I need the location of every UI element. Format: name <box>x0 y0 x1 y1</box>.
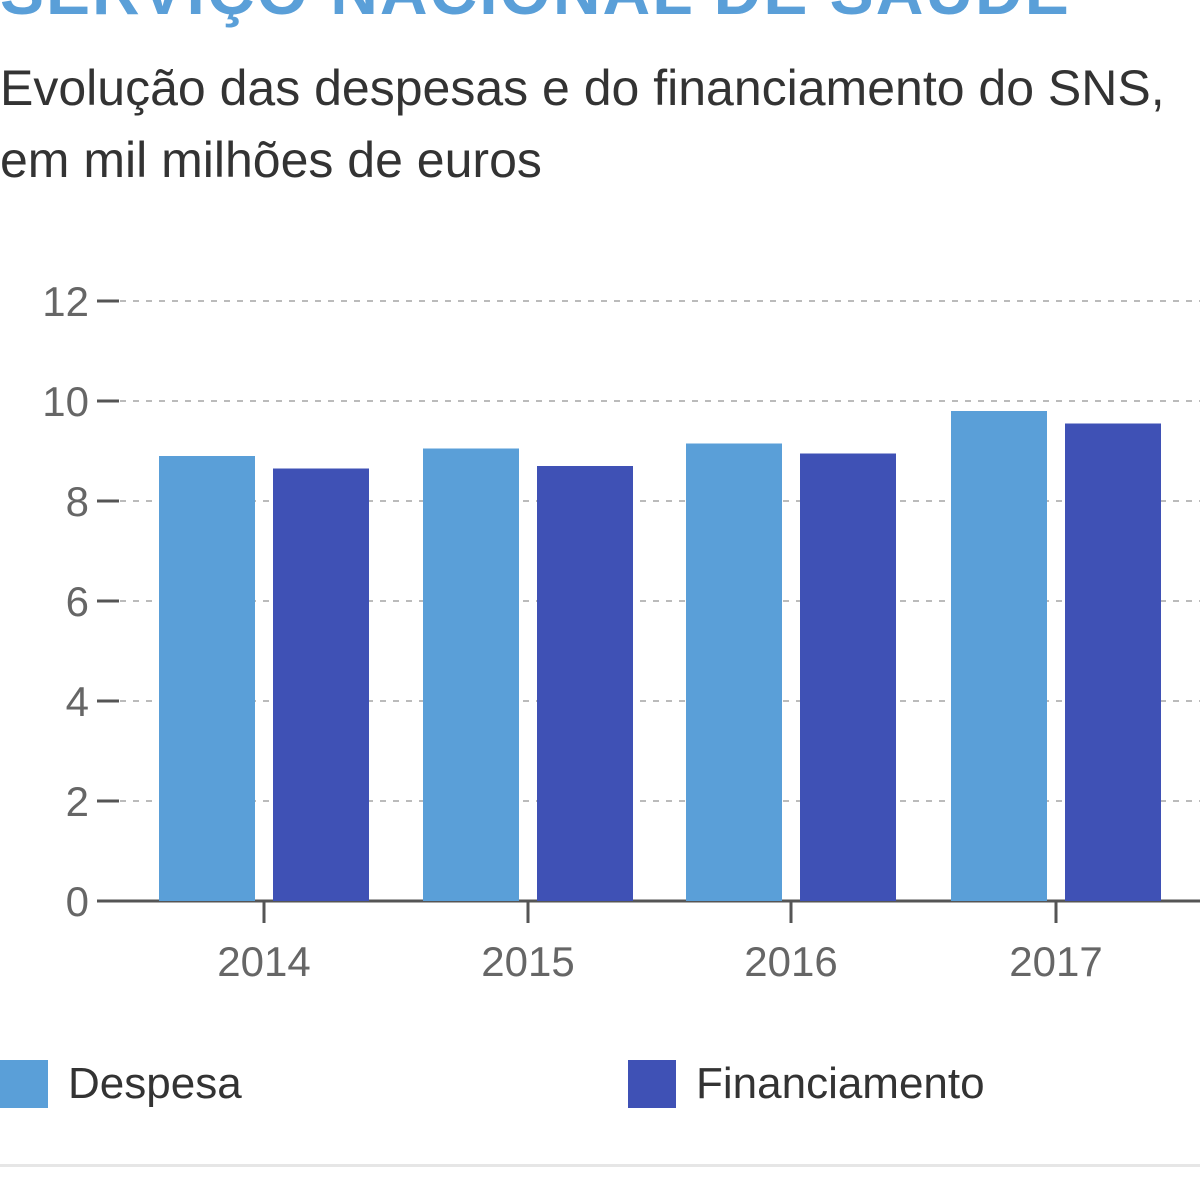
y-tick-label-0: 0 <box>66 878 89 925</box>
legend-label-despesa: Despesa <box>68 1059 242 1108</box>
y-tick-label-8: 8 <box>66 478 89 525</box>
legend-item-financiamento: Financiamento <box>628 1058 985 1110</box>
y-tick-label-4: 4 <box>66 678 89 725</box>
legend-item-despesa: Despesa <box>0 1058 242 1110</box>
x-tick-label-2016: 2016 <box>744 938 837 985</box>
y-tick-label-12: 12 <box>42 278 89 325</box>
legend-label-financiamento: Financiamento <box>696 1059 985 1108</box>
bar-financiamento-2016 <box>800 453 896 901</box>
x-tick-label-2017: 2017 <box>1009 938 1102 985</box>
bar-despesa-2014 <box>159 456 255 901</box>
bar-chart: 0 2 4 6 8 10 12 2014 2015 2016 2017 <box>42 278 1200 985</box>
bar-despesa-2016 <box>686 443 782 901</box>
x-tick-label-2015: 2015 <box>481 938 574 985</box>
bar-financiamento-2014 <box>273 468 369 901</box>
bar-financiamento-2015 <box>537 466 633 901</box>
y-tick-label-6: 6 <box>66 578 89 625</box>
legend-swatch-despesa <box>0 1060 48 1108</box>
bar-despesa-2017 <box>951 411 1047 901</box>
x-tick-label-2014: 2014 <box>217 938 310 985</box>
legend-swatch-financiamento <box>628 1060 676 1108</box>
chart-subtitle: Evolução das despesas e do financiamento… <box>0 60 1165 188</box>
bar-financiamento-2017 <box>1065 423 1161 901</box>
y-tick-label-10: 10 <box>42 378 89 425</box>
bar-despesa-2015 <box>423 448 519 901</box>
bottom-divider <box>0 1164 1200 1167</box>
y-tick-label-2: 2 <box>66 778 89 825</box>
chart-title: SERVIÇO NACIONAL DE SAÚDE <box>0 0 1071 24</box>
